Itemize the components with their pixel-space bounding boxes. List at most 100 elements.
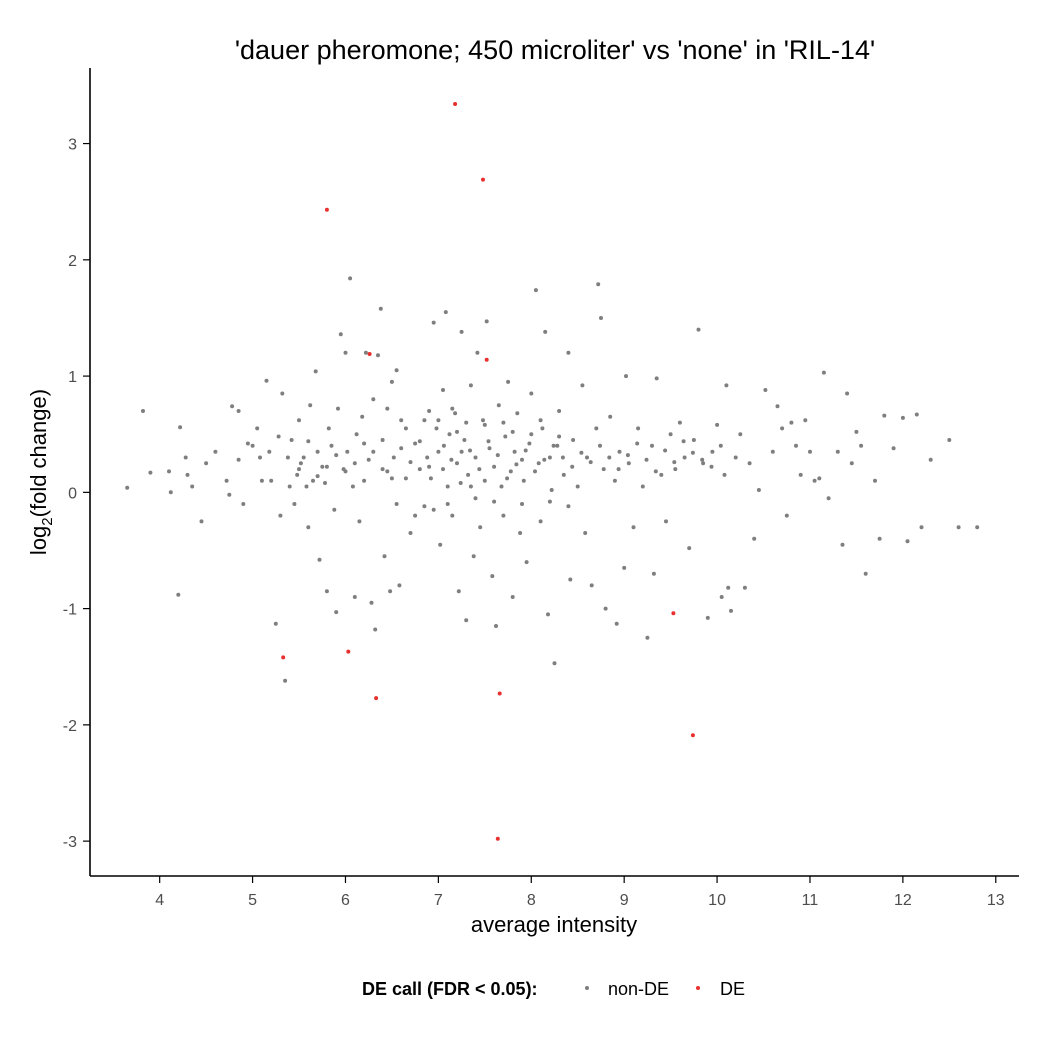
non-de-point: [561, 472, 566, 477]
non-de-point: [425, 455, 430, 460]
non-de-point: [812, 478, 817, 483]
non-de-point: [616, 467, 621, 472]
non-de-point: [308, 403, 313, 408]
non-de-point: [506, 379, 511, 384]
non-de-point: [283, 678, 288, 683]
non-de-point: [417, 439, 422, 444]
y-tick-label: 0: [68, 485, 77, 502]
non-de-point: [267, 449, 272, 454]
non-de-point: [521, 478, 526, 483]
non-de-point: [499, 484, 504, 489]
non-de-point: [877, 536, 882, 541]
non-de-point: [543, 329, 548, 334]
non-de-point: [614, 621, 619, 626]
de-point: [346, 649, 351, 654]
de-points: [281, 102, 695, 841]
x-tick-label: 11: [802, 892, 819, 909]
non-de-point: [640, 484, 645, 489]
non-de-point: [557, 409, 562, 413]
non-de-point: [696, 327, 701, 332]
non-de-point: [468, 448, 472, 453]
x-tick-label: 9: [620, 892, 629, 909]
non-de-point: [354, 432, 359, 437]
non-de-point: [845, 391, 850, 396]
non-de-point: [224, 478, 229, 483]
non-de-point: [542, 457, 547, 462]
non-de-point: [334, 453, 339, 458]
non-de-point: [362, 478, 367, 483]
non-de-point: [478, 525, 483, 530]
non-de-point: [854, 429, 859, 434]
non-de-point: [323, 481, 327, 485]
non-de-point: [388, 589, 393, 594]
non-de-point: [560, 455, 565, 460]
non-de-point: [538, 418, 543, 423]
non-de-point: [445, 502, 450, 506]
non-de-point: [668, 432, 673, 437]
non-de-point: [397, 583, 402, 588]
non-de-point: [492, 499, 497, 504]
non-de-point: [709, 464, 714, 469]
non-de-point: [431, 320, 436, 325]
non-de-point: [334, 610, 339, 615]
non-de-point: [585, 455, 589, 460]
non-de-point: [794, 443, 798, 448]
non-de-point: [533, 469, 537, 474]
non-de-point: [518, 531, 523, 535]
non-de-point: [905, 539, 910, 544]
non-de-point: [391, 455, 396, 460]
non-de-point: [389, 379, 394, 384]
y-axis-title-main: log: [26, 526, 51, 555]
non-de-point: [464, 420, 469, 425]
non-de-point: [473, 455, 478, 460]
non-de-point: [510, 429, 515, 434]
non-de-point: [449, 457, 454, 462]
non-de-point: [438, 542, 443, 547]
non-de-point: [317, 557, 322, 562]
non-de-point: [436, 449, 441, 454]
non-de-point: [747, 461, 752, 466]
y-tick-label: -3: [63, 834, 77, 851]
non-de-point: [380, 467, 385, 472]
non-de-point: [645, 635, 650, 640]
non-de-point: [580, 383, 585, 388]
non-de-point: [654, 376, 659, 381]
non-de-point: [373, 627, 378, 632]
non-de-point: [900, 415, 905, 420]
non-de-point: [408, 531, 413, 535]
non-de-point: [183, 455, 188, 460]
non-de-point: [515, 411, 520, 416]
non-de-point: [306, 525, 311, 530]
de-point: [374, 696, 379, 701]
non-de-point: [417, 467, 422, 472]
non-de-point: [276, 434, 281, 439]
non-de-point: [495, 453, 500, 458]
non-de-point: [520, 502, 524, 506]
non-de-point: [241, 502, 246, 506]
non-de-point: [245, 441, 250, 446]
non-de-point: [496, 403, 501, 408]
non-de-point: [547, 455, 552, 460]
non-de-point: [817, 476, 822, 481]
non-de-point: [536, 461, 541, 466]
non-de-point: [775, 404, 780, 409]
non-de-point: [607, 455, 612, 460]
non-de-point: [626, 461, 631, 466]
y-axis-title-subscript: 2: [39, 517, 56, 525]
x-axis-ticks: 4 5 6 7 8 9 10 11 12 13: [155, 876, 1005, 909]
non-de-point: [236, 409, 241, 413]
non-de-point: [859, 443, 864, 448]
non-de-point: [295, 472, 300, 477]
non-de-point: [357, 519, 362, 524]
non-de-point: [494, 624, 498, 628]
de-point: [495, 836, 500, 841]
non-de-point: [663, 448, 668, 453]
non-de-point: [329, 443, 334, 448]
non-de-point: [566, 350, 571, 355]
non-de-point: [789, 420, 794, 425]
non-de-point: [413, 513, 418, 518]
non-de-point: [422, 418, 427, 423]
non-de-point: [363, 350, 368, 355]
non-de-point: [376, 353, 380, 358]
